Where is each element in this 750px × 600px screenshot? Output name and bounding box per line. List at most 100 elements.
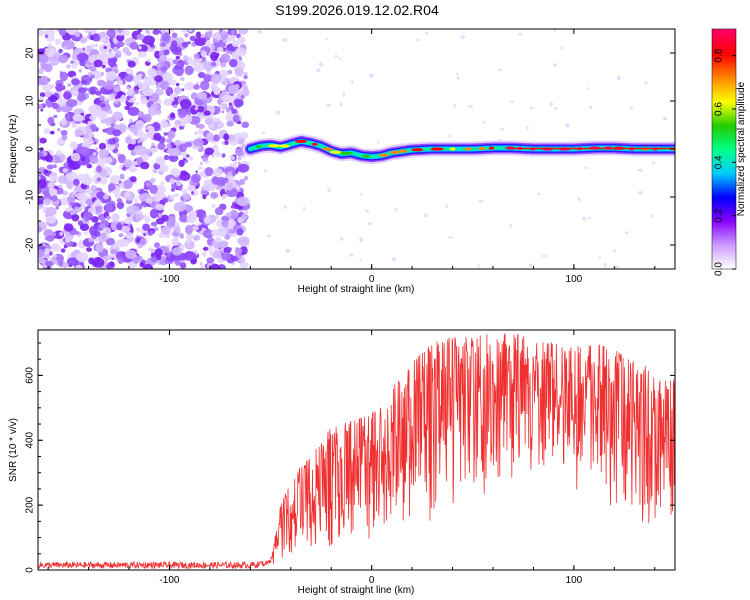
colorbar-band (712, 235, 736, 238)
colorbar-band (712, 59, 736, 62)
noise-speck (598, 256, 602, 260)
noise-speck (81, 156, 86, 162)
noise-speck (117, 154, 126, 164)
colorbar-band (712, 263, 736, 266)
noise-speck (565, 123, 570, 128)
colorbar-band (712, 181, 736, 184)
noise-speck (77, 92, 86, 102)
colorbar-band (712, 157, 736, 160)
noise-speck (38, 48, 45, 55)
noise-speck (116, 79, 124, 86)
noise-speck (71, 89, 79, 96)
y-tick-label: 200 (25, 496, 36, 513)
noise-speck (160, 42, 167, 47)
noise-speck (57, 98, 67, 107)
noise-speck (159, 55, 168, 61)
noise-speck (509, 223, 512, 228)
colorbar-band (712, 191, 736, 194)
noise-speck (60, 130, 68, 136)
noise-speck (64, 113, 71, 120)
spectrogram-x-axis-label: Height of straight line (km) (298, 284, 415, 295)
noise-speck (83, 231, 88, 235)
noise-speck (195, 31, 202, 39)
noise-speck (38, 96, 44, 102)
colorbar-band (712, 89, 736, 92)
noise-speck (60, 248, 66, 253)
noise-speck (70, 152, 81, 162)
noise-speck (160, 80, 170, 91)
colorbar-band (712, 135, 736, 138)
noise-speck (75, 264, 83, 269)
noise-speck (74, 128, 83, 138)
noise-speck (152, 29, 160, 35)
noise-speck (149, 184, 158, 194)
noise-speck (227, 247, 232, 251)
noise-speck (49, 172, 58, 182)
noise-speck (86, 247, 92, 252)
colorbar-band (712, 223, 736, 226)
noise-speck (638, 190, 643, 195)
x-tick-label: 0 (369, 274, 375, 285)
colorbar-band (712, 131, 736, 134)
colorbar-band (712, 227, 736, 230)
noise-speck (456, 76, 460, 81)
noise-speck (187, 185, 196, 192)
noise-speck (225, 107, 231, 113)
noise-speck (241, 121, 250, 128)
noise-speck (90, 35, 94, 41)
ridge-hotspot (430, 147, 444, 151)
noise-speck (130, 176, 137, 183)
noise-speck (116, 41, 125, 48)
noise-speck (153, 169, 158, 174)
noise-speck (168, 154, 179, 162)
noise-speck (72, 190, 77, 195)
noise-speck (209, 251, 214, 256)
colorbar-band (712, 249, 736, 252)
noise-speck (154, 248, 163, 257)
noise-speck (275, 110, 281, 115)
x-tick-label: 100 (566, 575, 583, 586)
noise-speck (49, 95, 58, 103)
noise-speck (229, 209, 239, 220)
ridge-hotspot (399, 149, 408, 153)
noise-speck (319, 62, 323, 67)
noise-speck (65, 207, 71, 213)
noise-speck (61, 84, 64, 89)
noise-speck (183, 55, 188, 61)
noise-speck (105, 71, 118, 81)
noise-speck (99, 175, 108, 185)
ridge-hotspot (362, 154, 370, 158)
noise-speck (44, 248, 51, 253)
noise-speck (98, 110, 108, 120)
noise-speck (149, 93, 160, 103)
colorbar-band (712, 47, 736, 50)
noise-speck (586, 87, 590, 90)
noise-speck (110, 123, 115, 128)
colorbar-band (712, 77, 736, 80)
noise-speck (229, 58, 238, 68)
y-tick-label: 0 (25, 567, 36, 573)
noise-speck (95, 147, 99, 151)
noise-speck (74, 31, 81, 38)
ridge-hotspot (268, 144, 280, 148)
noise-speck (176, 37, 185, 44)
noise-speck (148, 247, 153, 252)
colorbar-band (712, 129, 736, 132)
noise-speck (217, 46, 224, 53)
noise-speck (188, 29, 193, 32)
colorbar-band (712, 61, 736, 64)
colorbar-band (712, 231, 736, 234)
noise-speck (218, 104, 224, 109)
colorbar-band (712, 95, 736, 98)
noise-speck (126, 205, 140, 215)
noise-speck (163, 149, 167, 153)
noise-speck (232, 114, 240, 123)
noise-speck (537, 192, 541, 196)
noise-speck (237, 157, 242, 161)
noise-speck (339, 57, 342, 60)
noise-speck (182, 193, 191, 200)
noise-speck (53, 114, 58, 119)
noise-speck (95, 242, 104, 253)
noise-speck (190, 173, 201, 183)
noise-speck (62, 168, 68, 173)
